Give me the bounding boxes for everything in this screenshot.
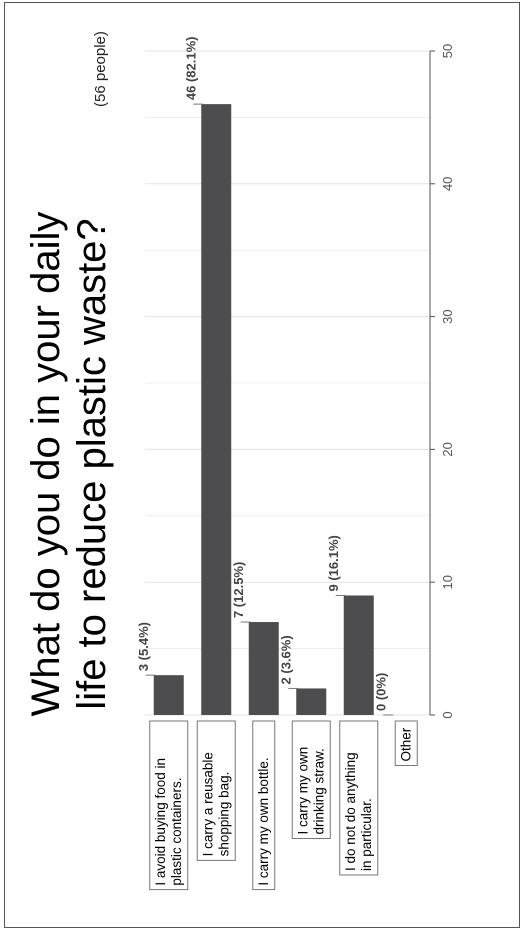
data-label: 0 (0%) <box>373 673 388 711</box>
chart-title: What do you do in your daily life to red… <box>24 212 114 717</box>
data-label: 3 (5.4%) <box>136 622 151 671</box>
category-label: I do not do anything in particular. <box>339 720 379 876</box>
category-label-line: I carry my own bottle. <box>256 757 271 885</box>
category-label-box <box>196 720 236 861</box>
value-tick-label: 0 <box>440 711 455 718</box>
category-label-line: I do not do anything <box>343 752 358 871</box>
chart-subtitle: (56 people) <box>92 31 109 107</box>
chart-title-line-1: What do you do in your daily <box>24 212 68 717</box>
value-tick-label: 20 <box>440 442 455 456</box>
bar <box>248 622 279 715</box>
data-labels: 3 (5.4%) 46 (82.1%) 7 (12.5%) 2 (3.6%) 9 (16… <box>136 37 394 716</box>
category-label: I avoid buying food in plastic containers… <box>149 720 189 891</box>
category-label-box <box>394 720 418 766</box>
category-label-line: plastic containers. <box>169 778 184 886</box>
category-label-line: shopping bag. <box>216 772 231 857</box>
category-label-line: I carry my own <box>295 747 310 835</box>
grid <box>145 50 430 716</box>
category-label: I carry a reusable shopping bag. <box>196 720 236 861</box>
data-label: 9 (16.1%) <box>326 535 341 591</box>
category-label: I carry my own bottle. <box>252 720 276 891</box>
category-label: I carry my own drinking straw. <box>291 720 331 839</box>
category-label-box <box>291 720 331 839</box>
category-label-line: drinking straw. <box>311 748 326 834</box>
data-label: 7 (12.5%) <box>231 562 246 618</box>
category-label-box <box>339 720 379 876</box>
category-label-box <box>149 720 189 891</box>
bar <box>201 104 232 715</box>
value-tick-label: 30 <box>440 309 455 323</box>
bar <box>153 675 184 715</box>
category-label-line: Other <box>398 727 413 761</box>
value-tick-label: 10 <box>440 575 455 589</box>
bars <box>153 104 374 715</box>
category-label: Other <box>394 720 418 766</box>
category-label-box <box>252 720 276 891</box>
category-label-line: in particular. <box>359 798 374 871</box>
chart-title-line-2: life to reduce plastic waste? <box>70 218 114 709</box>
bar <box>296 688 327 715</box>
data-label: 2 (3.6%) <box>278 635 293 684</box>
bar-chart: What do you do in your daily life to red… <box>24 31 455 891</box>
category-label-line: I carry a reusable <box>200 752 215 856</box>
category-label-line: I avoid buying food in <box>153 758 168 886</box>
bar <box>343 595 374 715</box>
value-tick-label: 50 <box>440 44 455 58</box>
category-axis: I avoid buying food in plastic containers… <box>149 720 418 891</box>
data-label: 46 (82.1%) <box>183 37 198 101</box>
value-tick-label: 40 <box>440 177 455 191</box>
value-axis: 0 10 20 30 40 50 <box>429 44 455 719</box>
chart-frame: What do you do in your daily life to red… <box>4 2 520 928</box>
